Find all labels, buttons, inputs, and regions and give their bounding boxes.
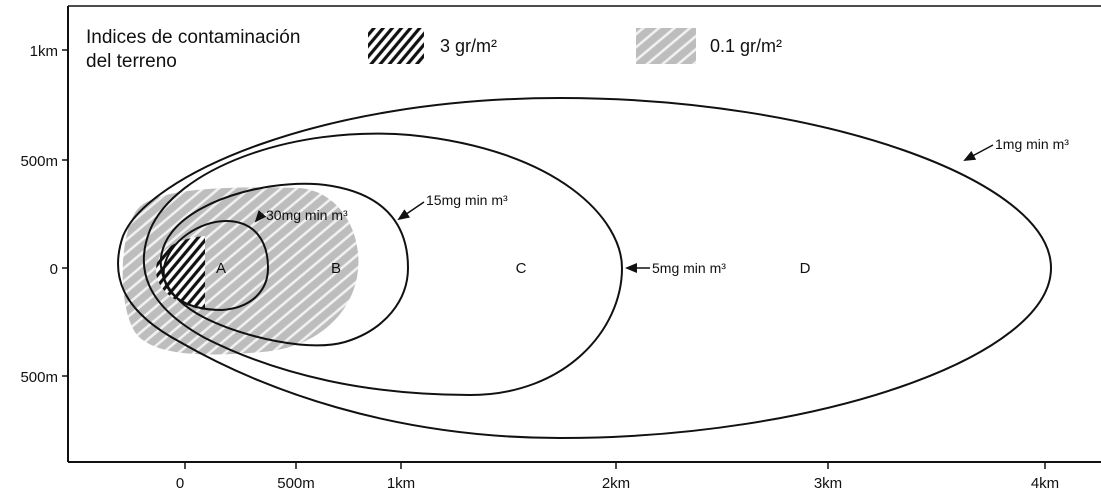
arrow-15mg xyxy=(397,201,425,221)
legend-swatch-low xyxy=(636,28,696,64)
legend-title-line1: Indices de contaminación xyxy=(86,27,300,48)
label-1mg: 1mg min m³ xyxy=(995,136,1069,152)
x-tick-label: 3km xyxy=(814,475,842,492)
y-tick-label: 500m xyxy=(20,369,58,386)
legend-title-line2: del terreno xyxy=(86,51,177,72)
y-tick-label: 500m xyxy=(20,153,58,170)
arrow-30mg xyxy=(254,210,267,223)
x-tick-label: 500m xyxy=(277,475,315,492)
y-tick-label: 1km xyxy=(30,43,58,60)
x-tick-label: 1km xyxy=(387,475,415,492)
x-tick-label: 4km xyxy=(1031,475,1059,492)
legend: Indices de contaminación del terreno 3 g… xyxy=(86,27,782,72)
zone-label-c: C xyxy=(516,260,527,277)
contour-1mg xyxy=(117,96,1053,440)
x-tick-label: 0 xyxy=(176,475,184,492)
legend-label-high: 3 gr/m² xyxy=(440,36,497,56)
zone-label-b: B xyxy=(331,260,341,277)
zone-labels: A B C D xyxy=(216,260,811,277)
contamination-zone-low xyxy=(122,187,359,355)
zone-label-a: A xyxy=(216,260,226,277)
zone-label-d: D xyxy=(800,260,811,277)
label-5mg: 5mg min m³ xyxy=(652,260,726,276)
label-30mg: 30mg min m³ xyxy=(266,207,348,223)
legend-label-low: 0.1 gr/m² xyxy=(710,36,782,56)
y-tick-label: 0 xyxy=(50,261,58,278)
legend-swatch-high xyxy=(368,28,424,64)
arrow-1mg xyxy=(963,144,994,161)
contour-15mg xyxy=(159,182,410,347)
x-axis: 0 500m 1km 2km 3km 4km xyxy=(176,462,1059,492)
label-15mg: 15mg min m³ xyxy=(426,192,508,208)
contour-labels: 30mg min m³ 15mg min m³ 5mg min m³ 1mg m… xyxy=(254,136,1069,276)
x-tick-label: 2km xyxy=(602,475,630,492)
contour-5mg xyxy=(142,132,624,397)
y-axis: 1km 500m 0 500m xyxy=(20,43,68,386)
contour-30mg xyxy=(162,219,270,312)
